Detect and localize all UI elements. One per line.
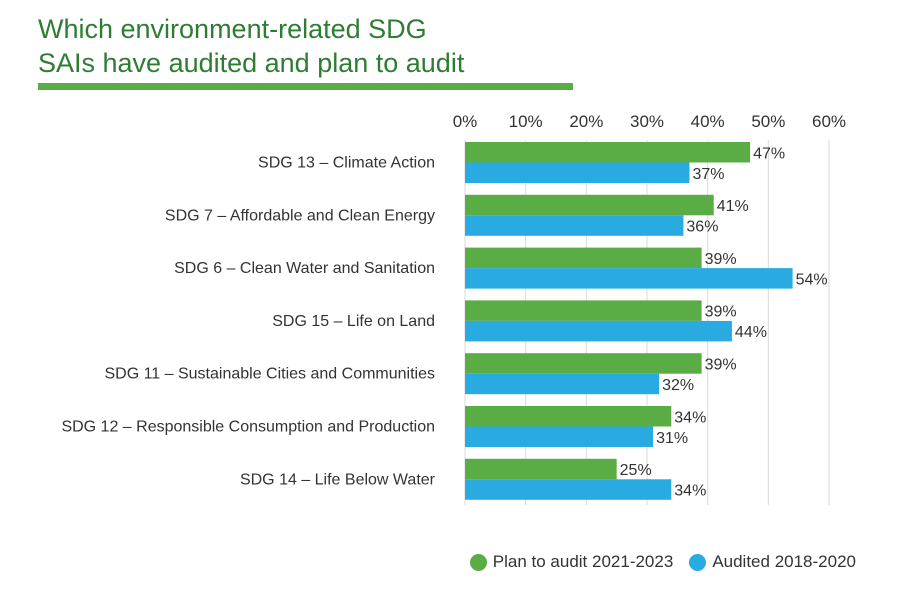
x-tick-label: 0% — [453, 112, 478, 131]
x-tick-label: 20% — [569, 112, 603, 131]
bar — [465, 162, 690, 183]
title-underline — [38, 83, 573, 90]
data-label: 32% — [662, 377, 694, 394]
data-label: 47% — [753, 145, 785, 162]
category-label: SDG 7 – Affordable and Clean Energy — [165, 207, 435, 224]
legend-swatch-audited — [689, 553, 707, 571]
x-tick-label: 40% — [691, 112, 725, 131]
data-label: 36% — [686, 219, 718, 236]
data-label: 34% — [674, 409, 706, 426]
data-label: 39% — [705, 251, 737, 268]
chart-title-line-1: Which environment-related SDG — [38, 14, 427, 44]
bar — [465, 406, 672, 427]
bar — [465, 194, 714, 216]
data-label: 39% — [705, 356, 737, 373]
x-tick-label: 10% — [509, 112, 543, 131]
chart-title: Which environment-related SDG SAIs have … — [38, 12, 464, 80]
data-label: 39% — [705, 304, 737, 321]
legend-item-audited: Audited 2018-2020 — [689, 552, 856, 572]
data-label: 54% — [796, 271, 828, 288]
data-label: 44% — [735, 324, 767, 341]
legend-label-audited: Audited 2018-2020 — [712, 552, 856, 571]
bar — [465, 300, 702, 321]
chart-title-line-2: SAIs have audited and plan to audit — [38, 48, 465, 78]
x-tick-label: 30% — [630, 112, 664, 131]
x-tick-label: 50% — [751, 112, 785, 131]
legend-label-plan: Plan to audit 2021-2023 — [492, 552, 674, 571]
bar — [465, 142, 751, 163]
data-label: 34% — [674, 483, 706, 500]
data-label: 25% — [620, 462, 652, 479]
bar — [465, 426, 654, 447]
legend: Plan to audit 2021-2023 Audited 2018-202… — [454, 552, 856, 572]
category-label: SDG 13 – Climate Action — [258, 155, 435, 172]
category-label: SDG 14 – Life Below Water — [240, 471, 436, 488]
category-label: SDG 6 – Clean Water and Sanitation — [174, 260, 435, 277]
bar — [465, 268, 793, 289]
data-label: 37% — [692, 166, 724, 183]
legend-swatch-plan — [469, 553, 487, 571]
bar — [465, 353, 702, 374]
bar — [465, 215, 684, 236]
bar — [465, 247, 702, 269]
bar — [465, 458, 617, 480]
bar — [465, 320, 732, 342]
category-label: SDG 12 – Responsible Consumption and Pro… — [61, 419, 435, 436]
bar-chart: 0% 10% 20% 30% 40% 50% 60% SDG 13 – Climate Act… — [61, 112, 846, 505]
bar — [465, 373, 660, 395]
data-label: 31% — [656, 430, 688, 447]
category-label: SDG 11 – Sustainable Cities and Communit… — [104, 366, 435, 383]
legend-item-plan: Plan to audit 2021-2023 — [469, 552, 674, 572]
data-label: 41% — [717, 198, 749, 215]
x-tick-label: 60% — [812, 112, 846, 131]
category-label: SDG 15 – Life on Land — [272, 313, 435, 330]
bar — [465, 479, 672, 500]
